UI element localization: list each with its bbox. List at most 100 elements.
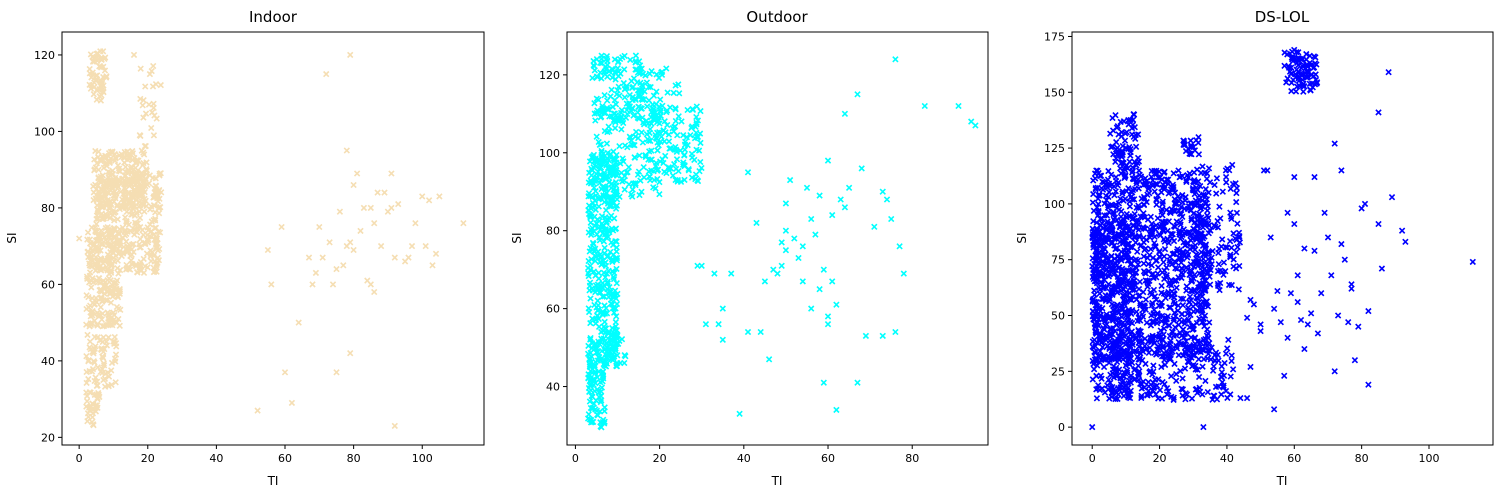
cluster-point: [128, 260, 135, 268]
cluster-point: [113, 303, 121, 311]
cluster-point: [112, 287, 119, 294]
cluster-point: [589, 74, 596, 82]
cluster-point: [150, 62, 157, 70]
cluster-point: [1222, 173, 1230, 181]
cluster-point: [86, 323, 93, 330]
cluster-point: [605, 157, 612, 164]
cluster-point: [1218, 391, 1225, 398]
cluster-point: [1193, 166, 1201, 173]
cluster-point: [585, 308, 593, 316]
cluster-point: [156, 170, 163, 177]
scatter-point: [1385, 69, 1392, 76]
cluster-point: [1195, 373, 1203, 381]
cluster-point: [95, 194, 102, 201]
cluster-point: [1173, 377, 1180, 384]
scatter-point: [824, 157, 832, 164]
plot-frame: [566, 31, 989, 446]
cluster-point: [591, 370, 599, 377]
cluster-point: [147, 247, 154, 254]
cluster-point: [603, 344, 611, 351]
scatter-point: [702, 321, 710, 328]
scatter-point: [744, 328, 752, 336]
scatter-point: [405, 254, 412, 261]
scatter-point: [357, 227, 364, 235]
scatter-point: [778, 239, 785, 246]
cluster-point: [118, 180, 125, 188]
cluster-point: [114, 216, 121, 223]
cluster-point: [605, 106, 612, 113]
cluster-point: [1171, 360, 1178, 368]
x-tick-label: 0: [572, 452, 579, 465]
cluster-point: [585, 384, 593, 392]
cluster-point: [126, 155, 133, 163]
cluster-point: [141, 208, 148, 215]
cluster-point: [594, 357, 602, 364]
cluster-point: [646, 70, 653, 77]
scatter-point: [955, 102, 962, 110]
cluster-point: [1288, 48, 1296, 55]
y-tick-label: 20: [41, 431, 55, 444]
cluster-point: [619, 54, 626, 61]
scatter-point: [896, 243, 903, 250]
cluster-point: [671, 146, 678, 153]
cluster-point: [688, 124, 695, 132]
y-tick-label: 60: [41, 278, 55, 291]
scatter-point: [295, 319, 302, 326]
cluster-point: [636, 191, 643, 199]
cluster-point: [148, 124, 155, 132]
cluster-point: [1222, 167, 1230, 174]
x-tick-label: 20: [653, 452, 667, 465]
cluster-point: [103, 338, 110, 346]
scatter-point: [1318, 290, 1325, 297]
cluster-point: [1215, 261, 1222, 268]
cluster-point: [650, 92, 658, 99]
cluster-point: [604, 149, 611, 157]
plot-frame: [61, 31, 485, 446]
cluster-point: [95, 215, 102, 222]
cluster-point: [94, 394, 101, 402]
panel-outdoor: 0 20 40 60 80 40 60 80 100 120 Outdoor TI SI: [510, 8, 989, 488]
cluster-point: [1093, 395, 1101, 402]
cluster-point: [614, 59, 622, 66]
cluster-point: [1199, 391, 1206, 398]
cluster-point: [150, 104, 157, 111]
scatter-point: [816, 286, 823, 293]
cluster-point: [594, 73, 601, 81]
cluster-point: [94, 206, 101, 213]
cluster-point: [103, 213, 110, 220]
x-tick-label: 60: [821, 452, 835, 465]
cluster-point: [601, 318, 608, 326]
scatter-point: [1365, 381, 1372, 388]
cluster-point: [669, 125, 676, 132]
scatter-point: [1267, 234, 1274, 241]
scatter-point: [367, 281, 374, 288]
scatter-point: [388, 204, 395, 212]
cluster-point: [681, 162, 688, 170]
cluster-point: [137, 235, 144, 243]
cluster-point: [1195, 151, 1203, 158]
cluster-point: [587, 266, 594, 273]
cluster-point: [134, 269, 141, 276]
cluster-point: [1217, 215, 1224, 222]
scatter-point: [883, 196, 891, 203]
cluster-point: [99, 265, 106, 272]
cluster-point: [1300, 88, 1307, 95]
cluster-point: [655, 74, 663, 82]
cluster-point: [105, 311, 112, 318]
cluster-point: [621, 66, 628, 73]
cluster-point: [587, 419, 595, 426]
scatter-point: [799, 243, 806, 250]
cluster-point: [614, 65, 621, 72]
scatter-point: [879, 188, 886, 195]
cluster-point: [127, 202, 135, 209]
scatter-point: [312, 269, 320, 277]
scatter-point: [778, 262, 785, 269]
cluster-point: [681, 176, 688, 184]
cluster-point: [1092, 175, 1099, 182]
cluster-point: [632, 59, 639, 66]
x-tick-label: 80: [905, 452, 919, 465]
panel-title: Indoor: [249, 8, 298, 26]
cluster-point: [639, 139, 647, 146]
cluster-point: [655, 116, 662, 124]
